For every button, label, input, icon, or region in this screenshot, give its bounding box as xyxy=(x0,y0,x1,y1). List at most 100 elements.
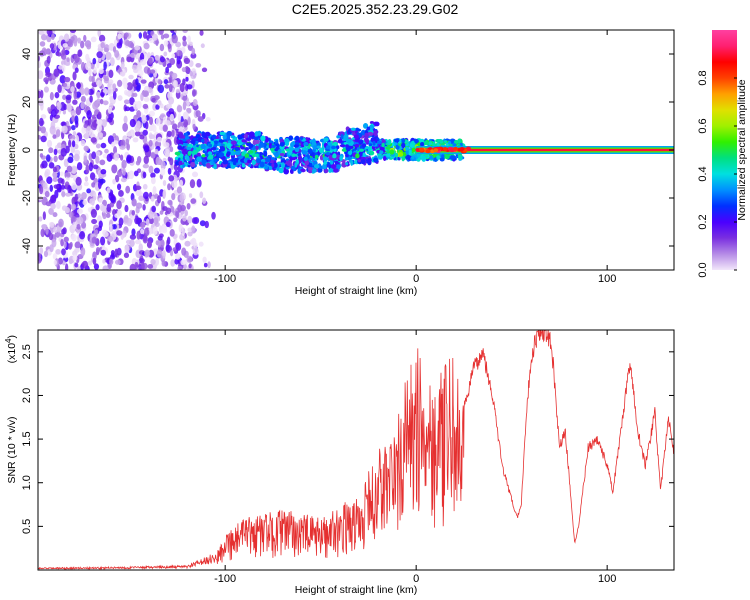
spectrogram-cell xyxy=(39,50,45,57)
spectrogram-cell xyxy=(382,155,387,161)
spectrogram-cell xyxy=(109,201,115,208)
spectrogram-cell xyxy=(186,146,192,151)
spectrogram-cell xyxy=(231,157,235,162)
spectrogram-cell xyxy=(63,236,69,243)
spectrogram-cell xyxy=(197,116,204,122)
spectrogram-cell xyxy=(112,91,117,100)
spectrogram-cell xyxy=(148,217,155,225)
spectrogram-cell xyxy=(180,204,186,212)
spectrogram-cell xyxy=(237,155,244,159)
spectrogram-cell xyxy=(114,248,118,258)
spectrogram-cell xyxy=(187,231,193,237)
spectrogram-cell xyxy=(200,143,206,150)
spectrogram-cell xyxy=(107,106,112,114)
spectrogram-cell xyxy=(98,197,103,204)
spectrogram-cell xyxy=(85,164,90,174)
spectrogram-cell xyxy=(218,139,224,143)
spectrogram-cell xyxy=(95,155,100,164)
spectrogram-cell xyxy=(57,84,62,93)
spectrogram-cell xyxy=(99,159,106,166)
spectrogram-cell xyxy=(257,130,262,136)
spectrogram-x-label: Height of straight line (km) xyxy=(295,285,418,297)
spectrogram-cell xyxy=(401,142,406,149)
spectrogram-cell xyxy=(91,151,97,160)
spectrogram-cell xyxy=(196,156,202,162)
spectrogram-cell xyxy=(190,139,196,144)
spectrogram-cell xyxy=(122,122,129,132)
spectrogram-cell xyxy=(176,139,180,144)
spectrogram-cell xyxy=(161,227,168,234)
spectrogram-cell xyxy=(72,131,77,136)
spectrogram-cell xyxy=(140,79,147,84)
spectrogram-cell xyxy=(46,55,51,64)
spectrogram-cell xyxy=(59,171,64,177)
spectrogram-cell xyxy=(88,67,92,76)
spectrogram-cell xyxy=(62,43,68,48)
spectrogram-cell xyxy=(283,168,290,175)
spectrogram-cell xyxy=(80,40,85,49)
spectrogram-cell xyxy=(153,167,160,174)
spectrogram-cell xyxy=(114,49,120,58)
spectrogram-cell xyxy=(175,41,182,48)
spectrogram-cell xyxy=(433,148,439,153)
spectrogram-cell xyxy=(165,103,172,109)
spectrogram-cell xyxy=(61,205,68,211)
spectrogram-cell xyxy=(150,151,156,159)
spectrogram-cell xyxy=(49,91,54,101)
spectrogram-cell xyxy=(120,177,127,183)
x-tick-label: -100 xyxy=(214,273,236,285)
spectrogram-cell xyxy=(129,234,137,240)
spectrogram-cell xyxy=(337,138,343,144)
spectrogram-cell xyxy=(48,147,54,154)
spectrogram-cell xyxy=(76,266,81,270)
spectrogram-cell xyxy=(278,167,285,174)
spectrogram-cell xyxy=(181,247,187,256)
spectrogram-cell xyxy=(379,146,385,151)
spectrogram-cell xyxy=(90,63,95,70)
spectrogram-cell xyxy=(353,134,360,139)
spectrogram-cell xyxy=(122,168,126,176)
spectrogram-cell xyxy=(211,211,216,220)
spectrogram-cell xyxy=(96,51,103,59)
spectrogram-cell xyxy=(124,106,131,112)
spectrogram-cell xyxy=(90,208,97,218)
spectrogram-cell xyxy=(314,154,319,159)
spectrogram-cell xyxy=(182,95,188,101)
spectrogram-cell xyxy=(48,207,54,215)
spectrogram-y-label: Frequency (Hz) xyxy=(6,114,18,186)
spectrogram-cell xyxy=(137,69,144,77)
spectrogram-cell xyxy=(123,99,130,105)
spectrogram-cell xyxy=(157,84,165,94)
spectrogram-cell xyxy=(135,185,142,191)
spectrogram-cell xyxy=(147,240,153,249)
spectrogram-cell xyxy=(124,244,130,254)
x-tick-label: 100 xyxy=(598,573,616,585)
spectrogram-cell xyxy=(55,200,61,210)
spectrogram-cell xyxy=(166,130,172,138)
spectrogram-cell xyxy=(459,147,465,152)
spectrogram-cell xyxy=(325,151,331,156)
spectrogram-cell xyxy=(192,149,198,155)
spectrogram-cell xyxy=(362,152,366,158)
spectrogram-cell xyxy=(38,135,42,140)
spectrogram-cell xyxy=(60,238,64,247)
spectrogram-cell xyxy=(182,35,187,42)
spectrogram-cell xyxy=(68,211,74,218)
spectrogram-cell xyxy=(153,217,159,225)
spectrogram-cell xyxy=(213,140,219,145)
spectrogram-cell xyxy=(120,61,125,69)
spectrogram-cell xyxy=(264,164,269,170)
spectrogram-cell xyxy=(246,159,253,164)
spectrogram-cell xyxy=(71,115,75,123)
spectrogram-cell xyxy=(62,109,66,115)
spectrogram-cell xyxy=(55,248,61,255)
spectrogram-cell xyxy=(279,142,285,147)
spectrogram-cell xyxy=(71,124,76,131)
spectrogram-cell xyxy=(140,228,145,235)
spectrogram-cell xyxy=(177,112,182,122)
spectrogram-cell xyxy=(99,178,106,184)
spectrogram-cell xyxy=(170,259,176,267)
y-tick-label: 0.5 xyxy=(21,519,33,534)
spectrogram-cell xyxy=(48,162,55,169)
spectrogram-cell xyxy=(201,159,207,165)
